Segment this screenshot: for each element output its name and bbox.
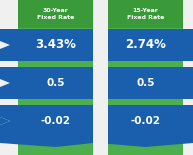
Bar	[108, 0, 183, 28]
Bar	[93, 0, 108, 155]
Text: 2.74%: 2.74%	[125, 38, 166, 51]
Text: 0.5: 0.5	[46, 78, 65, 88]
Text: 15-Year
Fixed Rate: 15-Year Fixed Rate	[127, 8, 164, 20]
Polygon shape	[0, 67, 93, 99]
Bar	[18, 0, 93, 28]
Text: -0.02: -0.02	[41, 116, 70, 126]
Text: 30-Year
Fixed Rate: 30-Year Fixed Rate	[37, 8, 74, 20]
Polygon shape	[98, 105, 193, 137]
Polygon shape	[0, 117, 93, 147]
Polygon shape	[98, 117, 193, 147]
Bar	[18, 0, 93, 155]
Text: 3.43%: 3.43%	[35, 38, 76, 51]
Polygon shape	[98, 67, 193, 99]
Text: -0.02: -0.02	[130, 116, 161, 126]
Polygon shape	[0, 29, 93, 61]
Text: 0.5: 0.5	[136, 78, 155, 88]
Bar	[108, 0, 183, 155]
Polygon shape	[0, 105, 93, 137]
Polygon shape	[98, 29, 193, 61]
